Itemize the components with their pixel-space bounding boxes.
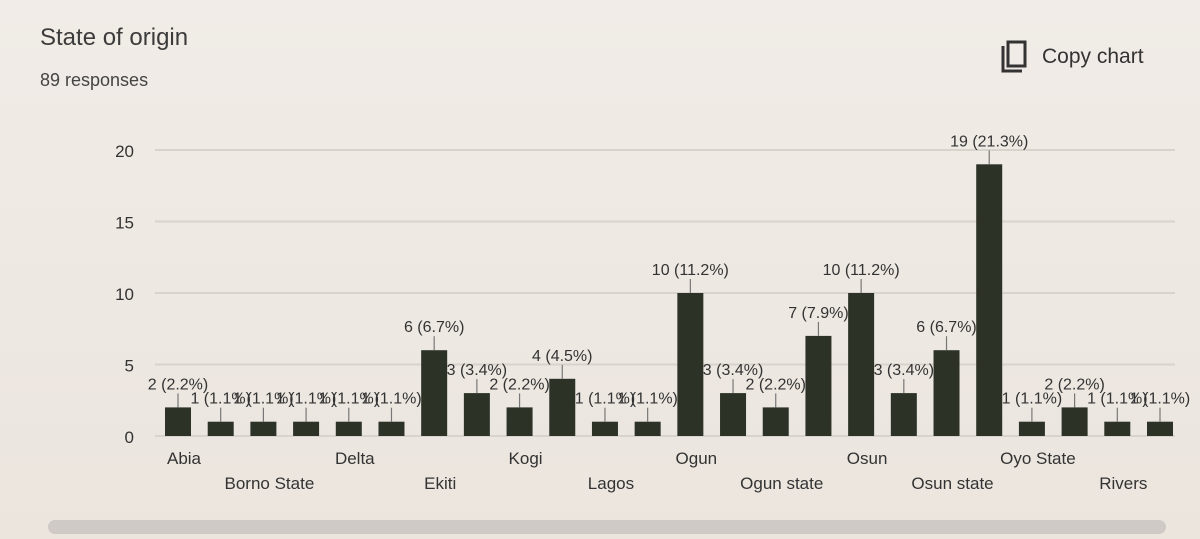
y-tick-label: 20	[115, 142, 134, 161]
copy-chart-label: Copy chart	[1042, 45, 1144, 68]
bar	[463, 393, 490, 436]
data-label: 1 (1.1%)	[319, 391, 379, 408]
bar	[506, 407, 533, 436]
data-label: 2 (2.2%)	[746, 376, 806, 393]
x-tick-label: Oyo State	[1000, 449, 1076, 468]
data-label: 6 (6.7%)	[916, 319, 976, 336]
data-label: 1 (1.1%)	[190, 391, 250, 408]
bar	[293, 421, 320, 436]
data-label: 1 (1.1%)	[1002, 391, 1062, 408]
x-tick-label: Ogun	[676, 449, 718, 468]
data-label: 6 (6.7%)	[404, 319, 464, 336]
data-label: 10 (11.2%)	[823, 262, 900, 279]
data-label: 7 (7.9%)	[788, 305, 848, 322]
y-tick-label: 10	[115, 285, 134, 304]
x-tick-label: Delta	[335, 449, 375, 468]
bar	[549, 378, 576, 436]
bar	[848, 293, 875, 436]
data-label: 1 (1.1%)	[617, 391, 677, 408]
bar	[591, 421, 618, 436]
x-tick-label: Kogi	[509, 449, 543, 468]
bar	[165, 407, 191, 436]
bar	[1061, 407, 1088, 436]
bar	[976, 164, 1003, 437]
bar	[805, 335, 832, 436]
x-tick-label: Borno State	[225, 474, 315, 493]
bar	[762, 407, 789, 436]
data-label: 19 (21.3%)	[950, 133, 1028, 150]
data-label: 1 (1.1%)	[1130, 391, 1190, 408]
bar	[1147, 421, 1173, 436]
y-tick-label: 15	[115, 214, 134, 233]
data-label: 1 (1.1%)	[1087, 391, 1147, 408]
bar	[933, 350, 960, 436]
bar	[207, 421, 234, 436]
bar	[250, 421, 277, 436]
bar	[677, 293, 704, 436]
y-tick-label: 5	[125, 357, 134, 376]
x-tick-label: Ogun state	[740, 474, 823, 493]
y-tick-label: 0	[125, 428, 134, 447]
x-tick-label: Osun state	[911, 474, 993, 493]
bar	[1018, 421, 1045, 436]
horizontal-scrollbar[interactable]	[48, 520, 1166, 534]
copy-chart-button[interactable]: Copy chart	[1000, 40, 1144, 74]
x-tick-label: Lagos	[588, 474, 634, 493]
bar	[720, 393, 747, 436]
data-label: 2 (2.2%)	[1044, 376, 1104, 393]
response-count: 89 responses	[40, 70, 149, 90]
bar	[335, 421, 362, 436]
data-label: 1 (1.1%)	[361, 391, 421, 408]
data-label: 2 (2.2%)	[489, 376, 549, 393]
bar	[890, 393, 917, 436]
copy-icon	[1001, 40, 1027, 73]
page-title: State of origin	[40, 24, 189, 51]
bar	[634, 421, 661, 436]
data-label: 3 (3.4%)	[447, 362, 507, 379]
data-label: 2 (2.2%)	[148, 376, 208, 393]
bar	[1104, 421, 1131, 436]
data-label: 1 (1.1%)	[276, 391, 336, 408]
x-tick-label: Rivers	[1099, 474, 1147, 493]
x-tick-label: Ekiti	[424, 474, 456, 493]
data-label: 10 (11.2%)	[652, 262, 729, 279]
x-tick-label: Osun	[847, 449, 888, 468]
bar	[421, 350, 448, 436]
data-label: 3 (3.4%)	[874, 362, 934, 379]
data-label: 3 (3.4%)	[703, 362, 763, 379]
bar	[378, 421, 405, 436]
x-tick-label: Abia	[167, 449, 202, 468]
data-label: 4 (4.5%)	[532, 348, 592, 365]
data-label: 1 (1.1%)	[575, 391, 635, 408]
data-label: 1 (1.1%)	[233, 391, 293, 408]
